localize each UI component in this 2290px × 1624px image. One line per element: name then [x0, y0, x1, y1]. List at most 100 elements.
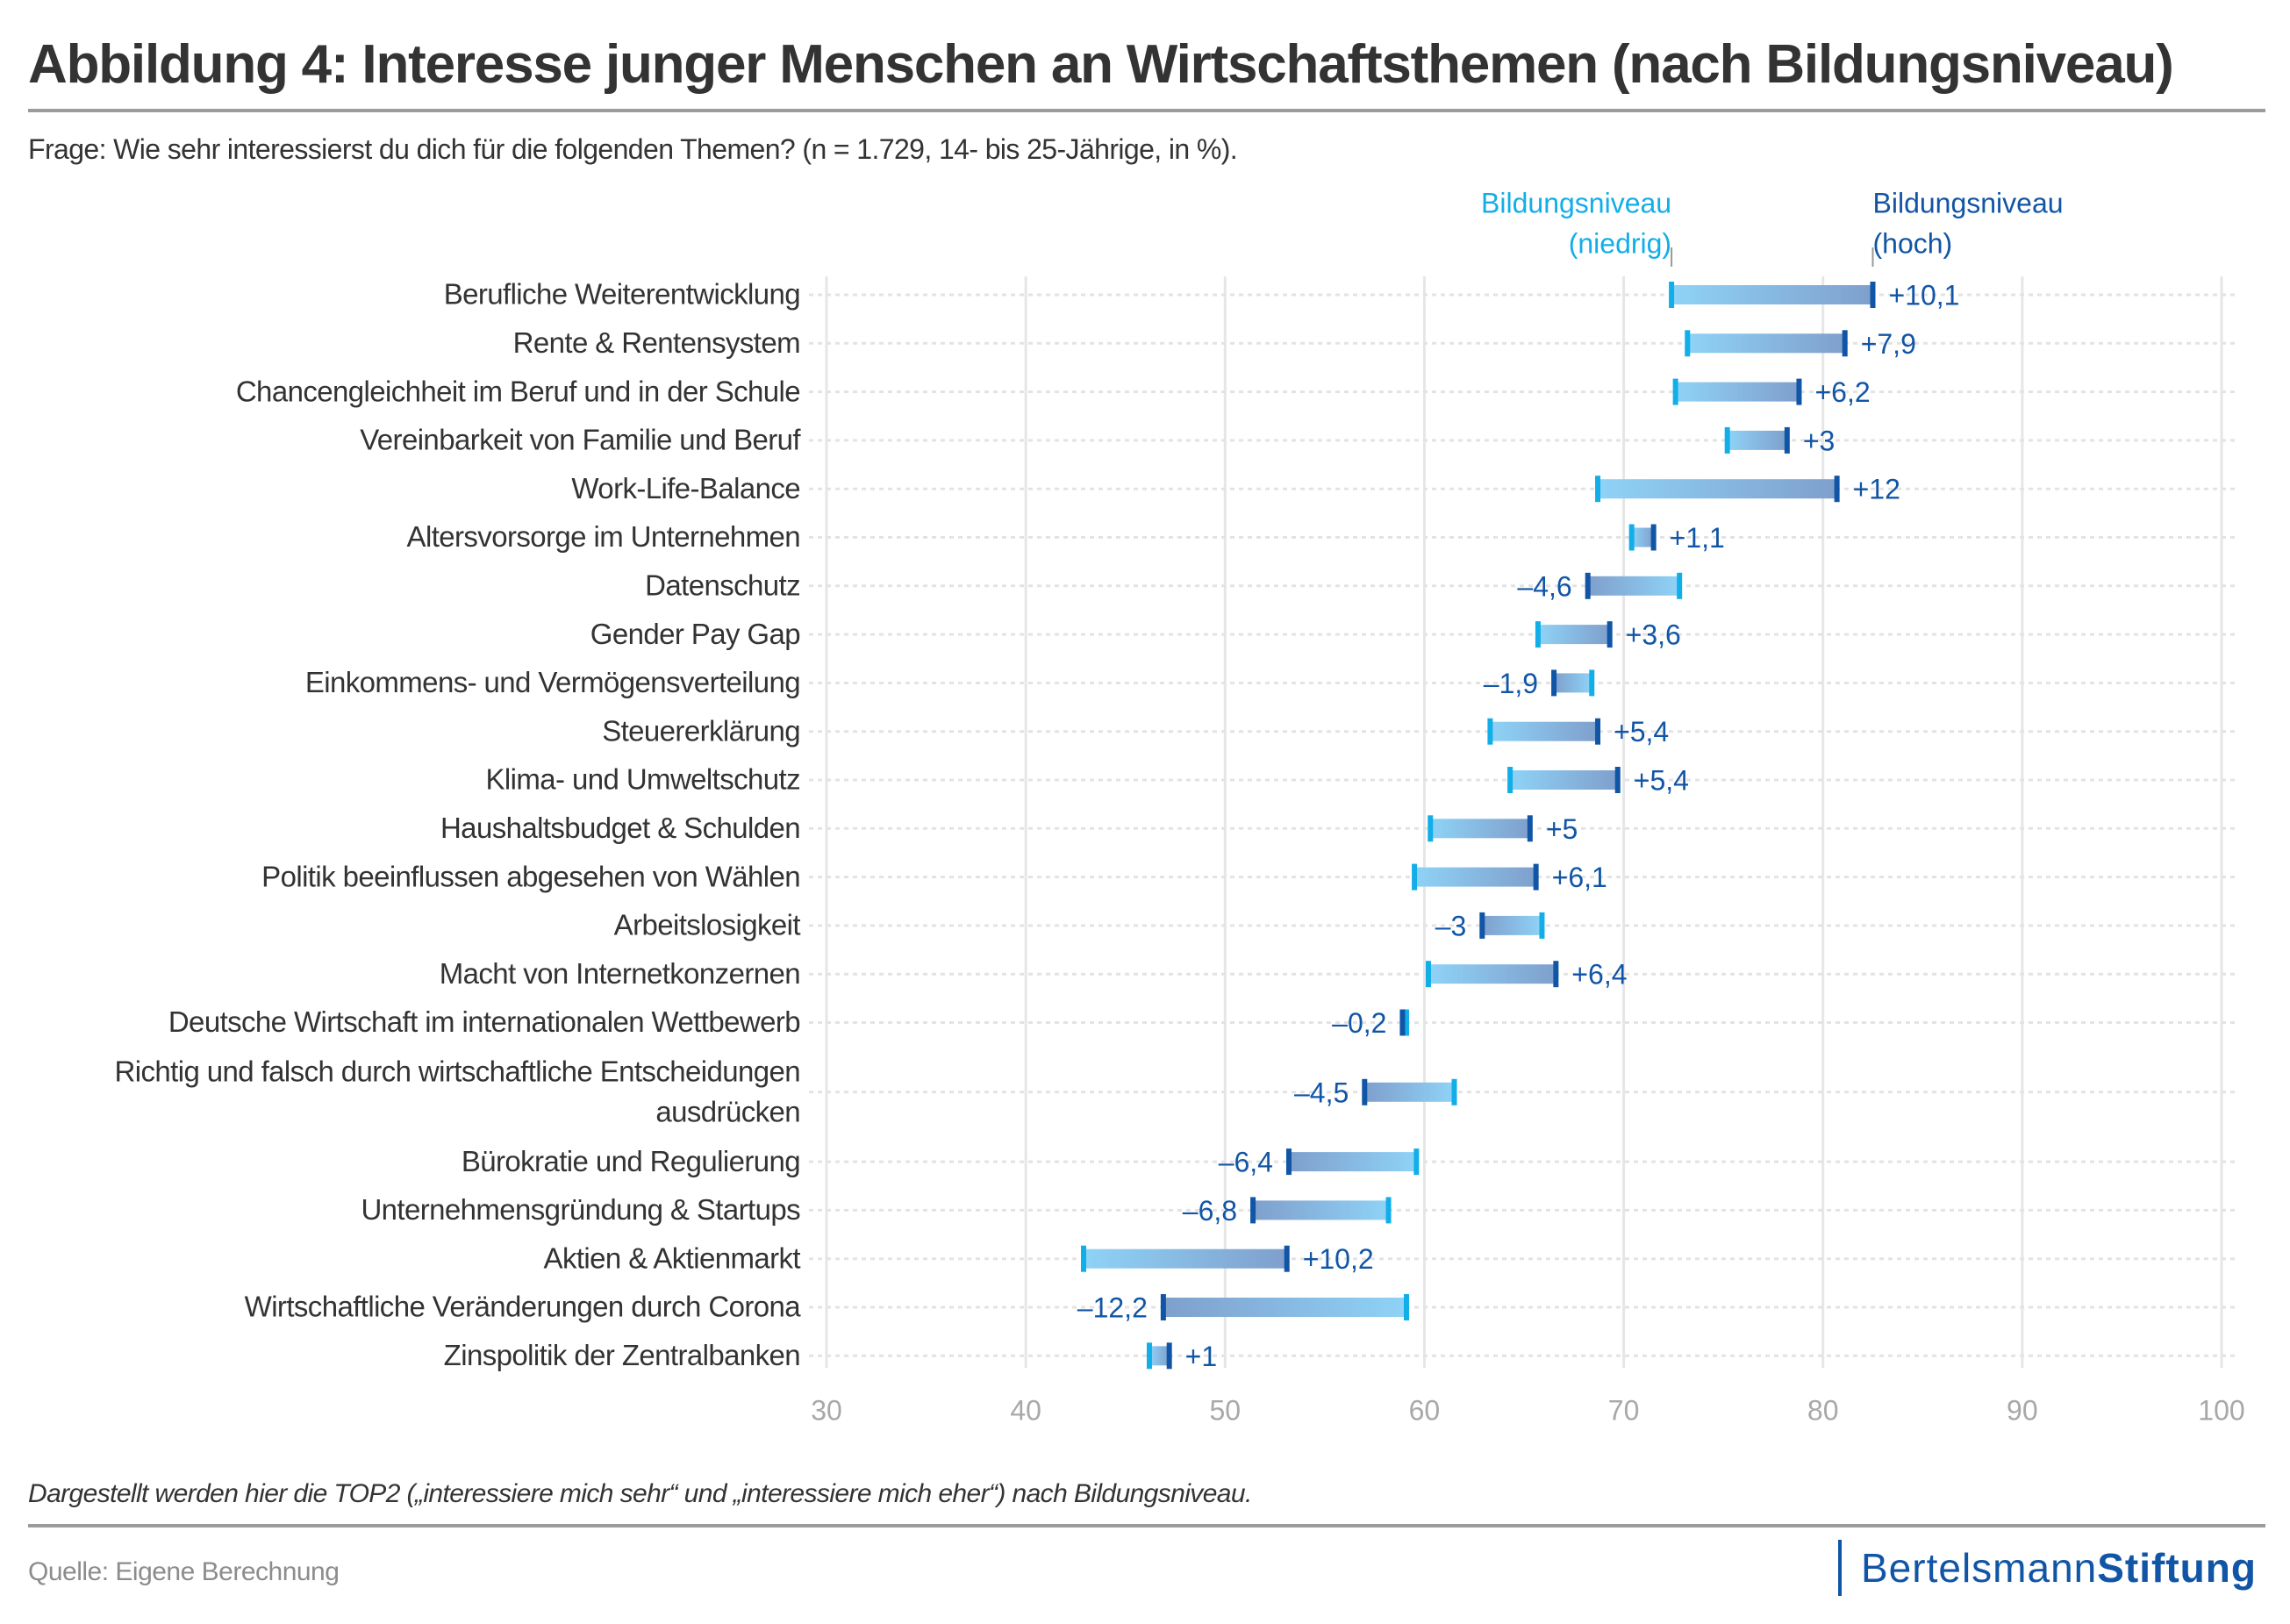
legend-high-education: (hoch) [1873, 227, 1953, 259]
category-label: Altersvorsorge im Unternehmen [407, 520, 800, 553]
range-bar [1149, 1346, 1170, 1366]
low-education-marker [1412, 863, 1418, 891]
low-education-marker [1385, 1197, 1392, 1224]
difference-label: –6,4 [1219, 1147, 1273, 1178]
high-education-marker [1479, 912, 1485, 939]
high-education-marker [1533, 863, 1539, 891]
difference-label: +5,4 [1614, 716, 1669, 748]
range-bar [1675, 382, 1800, 402]
high-education-marker [1362, 1078, 1368, 1105]
difference-label: –3 [1435, 910, 1467, 941]
x-tick-label: 100 [2198, 1394, 2244, 1426]
dumbbell-row: +1,1 [1628, 522, 1725, 554]
difference-label: +6,1 [1552, 862, 1607, 893]
x-tick-label: 40 [1010, 1394, 1041, 1426]
legend-low-education: Bildungsniveau [1481, 187, 1671, 218]
low-education-marker [1403, 1009, 1409, 1036]
low-education-marker [1669, 282, 1675, 308]
low-education-marker [1589, 669, 1595, 697]
logo-text: BertelsmannStiftung [1861, 1544, 2257, 1592]
range-bar [1430, 819, 1530, 839]
range-bar [1364, 1082, 1455, 1102]
high-education-marker [1842, 330, 1848, 357]
range-bar [1598, 479, 1837, 499]
category-label: Berufliche Weiterentwicklung [444, 278, 800, 311]
legend: Bildungsniveau (niedrig) Bildungsniveau (ho… [1481, 187, 2064, 267]
high-education-marker [1607, 621, 1613, 648]
difference-label: –0,2 [1332, 1007, 1386, 1039]
low-education-marker [1672, 378, 1678, 405]
high-education-marker [1614, 767, 1621, 793]
chart-title: Abbildung 4: Interesse junger Menschen a… [28, 34, 2174, 95]
x-tick-label: 80 [1807, 1394, 1839, 1426]
chart-subtitle: Frage: Wie sehr interessierst du dich fü… [28, 133, 1238, 165]
range-bar [1554, 673, 1592, 693]
dumbbell-row: +5,4 [1487, 716, 1669, 748]
range-bar [1537, 625, 1610, 645]
difference-label: +10,2 [1303, 1243, 1374, 1275]
legend-high-education: Bildungsniveau [1873, 187, 2064, 218]
high-education-marker [1250, 1197, 1256, 1224]
low-education-marker [1685, 330, 1691, 357]
range-bar [1482, 915, 1542, 935]
x-tick-label: 90 [2007, 1394, 2038, 1426]
high-education-marker [1553, 961, 1559, 988]
range-bar [1727, 430, 1787, 450]
x-tick-label: 60 [1409, 1394, 1441, 1426]
range-bar [1163, 1298, 1406, 1317]
difference-label: +7,9 [1861, 328, 1916, 360]
category-label: Gender Pay Gap [590, 618, 800, 650]
range-bar [1490, 721, 1599, 741]
category-label: ausdrücken [655, 1096, 800, 1128]
dumbbell-chart: Bildungsniveau (niedrig) Bildungsniveau (ho… [115, 187, 2245, 1426]
high-education-marker [1285, 1148, 1292, 1176]
category-label: Richtig und falsch durch wirtschaftliche… [115, 1055, 800, 1088]
category-label: Vereinbarkeit von Familie und Beruf [360, 424, 801, 456]
low-education-marker [1403, 1294, 1409, 1320]
dumbbell-row: +12 [1595, 474, 1900, 505]
range-bar [1510, 770, 1618, 790]
category-label: Chancengleichheit im Beruf und in der Sc… [236, 375, 800, 407]
range-bar [1428, 964, 1556, 984]
dumbbell-row: +5 [1428, 813, 1578, 845]
difference-label: +3,6 [1626, 619, 1681, 651]
x-tick-label: 70 [1608, 1394, 1640, 1426]
dumbbell-row: +6,2 [1672, 376, 1871, 408]
difference-label: +1 [1185, 1341, 1217, 1372]
dumbbell-row: +10,1 [1669, 279, 1959, 311]
difference-label: –6,8 [1183, 1195, 1237, 1227]
dumbbell-row: –12,2 [1077, 1291, 1409, 1323]
dumbbell-row: +3,6 [1535, 619, 1681, 651]
dumbbell-row: –4,6 [1517, 570, 1683, 602]
difference-label: –12,2 [1077, 1291, 1148, 1323]
category-label: Datenschutz [645, 569, 800, 602]
footer-divider [28, 1524, 2265, 1527]
category-label: Klima- und Umweltschutz [486, 763, 800, 796]
grid-layer [825, 276, 2223, 1368]
footnote: Dargestellt werden hier die TOP2 („inter… [28, 1479, 1252, 1508]
dumbbell-row: –6,8 [1183, 1195, 1392, 1227]
range-bar [1084, 1248, 1287, 1269]
legend-low-education: (niedrig) [1569, 227, 1671, 259]
dumbbell-row: +10,2 [1081, 1243, 1374, 1275]
high-education-marker [1160, 1294, 1166, 1320]
range-bar [1414, 867, 1536, 887]
dumbbell-row: +6,4 [1425, 959, 1628, 991]
source-text: Quelle: Eigene Berechnung [28, 1557, 340, 1586]
low-education-marker [1425, 961, 1431, 988]
category-label: Arbeitslosigkeit [614, 909, 801, 941]
category-label: Haushaltsbudget & Schulden [440, 812, 800, 844]
range-bar [1587, 576, 1680, 596]
x-tick-label: 50 [1209, 1394, 1241, 1426]
category-label: Macht von Internetkonzernen [440, 957, 800, 990]
difference-label: –4,6 [1517, 570, 1571, 602]
low-education-marker [1539, 912, 1545, 939]
dumbbell-row: –1,9 [1484, 668, 1595, 699]
category-label: Aktien & Aktienmarkt [544, 1241, 801, 1274]
high-education-marker [1784, 426, 1790, 454]
logo-bar [1838, 1540, 1842, 1596]
high-education-marker [1796, 378, 1802, 405]
high-education-marker [1834, 476, 1840, 503]
dumbbell-row: +3 [1724, 425, 1835, 456]
difference-label: –4,5 [1294, 1077, 1349, 1108]
